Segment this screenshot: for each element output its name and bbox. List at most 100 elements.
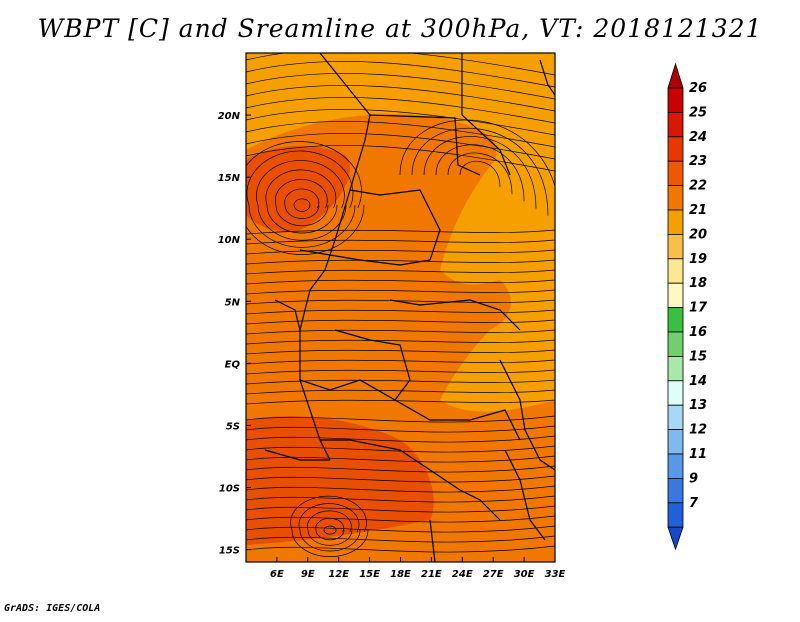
- streamline: [246, 545, 555, 553]
- lat-tick-label: 15S: [219, 546, 240, 557]
- colorbar-label: 11: [689, 447, 707, 462]
- streamline: [256, 160, 347, 241]
- colorbar-swatch: [667, 87, 684, 113]
- colorbar-label: 16: [689, 325, 707, 340]
- latitude-axis: 20N 15N 10N 5N EQ 5S 10S 15S: [218, 111, 251, 557]
- colorbar-label: 7: [689, 496, 699, 511]
- colorbar-swatch: [667, 429, 684, 455]
- streamline: [435, 144, 525, 202]
- streamline: [246, 133, 555, 160]
- streamline: [275, 179, 329, 227]
- streamline: [246, 415, 555, 423]
- streamline: [246, 485, 555, 493]
- colorbar-swatch: [667, 258, 684, 284]
- country-borders: [264, 53, 555, 562]
- colorbar-swatch: [667, 355, 684, 382]
- colorbar-label: 12: [689, 423, 707, 438]
- lon-tick-label: 27E: [483, 569, 504, 580]
- streamline: [246, 269, 555, 275]
- colorbar-label: 26: [689, 81, 707, 96]
- streamline: [246, 369, 555, 375]
- colorbar-label: 20: [689, 227, 707, 242]
- streamline: [246, 525, 555, 533]
- streamline: [246, 61, 555, 88]
- streamline: [246, 399, 555, 405]
- streamline: [246, 121, 555, 148]
- colorbar-label: 21: [689, 203, 707, 218]
- streamline: [423, 136, 537, 209]
- colorbar-swatch: [667, 136, 684, 162]
- map-title: WBPT [C] and Sreamline at 300hPa, VT: 20…: [37, 14, 763, 43]
- colorbar-label: 17: [689, 301, 708, 316]
- colorbar-swatch: [667, 233, 684, 260]
- lat-tick-label: 5N: [225, 297, 241, 308]
- colorbar-swatch: [667, 282, 684, 309]
- streamline: [246, 389, 555, 395]
- colorbar-label: 22: [689, 179, 707, 194]
- streamline: [246, 379, 555, 385]
- lon-tick-label: 6E: [270, 569, 284, 580]
- lon-tick-label: 33E: [545, 569, 566, 580]
- lat-tick-label: 10S: [219, 484, 240, 495]
- streamline: [293, 198, 311, 212]
- lat-tick-label: 20N: [218, 111, 241, 122]
- streamline: [459, 161, 501, 188]
- streamline: [246, 535, 555, 543]
- streamline: [323, 525, 337, 535]
- colorbar-label: 19: [689, 252, 707, 267]
- lat-tick-label: EQ: [225, 359, 241, 370]
- streamline: [246, 445, 555, 453]
- streamline: [246, 505, 555, 513]
- lat-tick-label: 5S: [226, 421, 240, 432]
- colorbar-swatch: [667, 380, 684, 406]
- colorbar-label: 13: [689, 398, 707, 413]
- streamline: [246, 359, 555, 365]
- colorbar-swatch: [667, 453, 684, 479]
- colorbar-swatch: [667, 477, 684, 504]
- streamline: [246, 329, 555, 335]
- colorbar-swatch: [667, 185, 684, 211]
- streamline: [246, 53, 555, 76]
- colorbar-swatch: [667, 502, 684, 528]
- streamline: [246, 141, 365, 255]
- streamline: [246, 279, 555, 285]
- streamline: [246, 229, 555, 235]
- lon-tick-label: 12E: [328, 569, 349, 580]
- colorbar-swatch: [667, 307, 684, 333]
- streamline: [265, 169, 338, 234]
- streamline: [315, 517, 345, 541]
- streamlines: [246, 53, 555, 557]
- colorbar-label: 25: [689, 105, 707, 120]
- colorbar-bottom-arrow: [667, 526, 684, 551]
- colorbar: 26 25 24 23 22 21 20 19 18 17 16 15 14 13 12 11 9 7: [667, 62, 708, 551]
- streamline: [246, 239, 555, 245]
- colorbar-label: 14: [689, 374, 707, 389]
- colorbar-swatch: [667, 160, 684, 186]
- wbpt-field: [246, 53, 555, 562]
- grads-credit: GrADS: IGES/COLA: [4, 603, 101, 614]
- colorbar-label: 15: [689, 349, 707, 364]
- streamline: [246, 73, 555, 100]
- colorbar-swatch: [667, 331, 684, 357]
- streamline: [284, 188, 320, 219]
- streamline: [246, 455, 555, 463]
- streamline: [246, 97, 555, 124]
- colorbar-swatch: [667, 209, 684, 235]
- streamline: [246, 289, 555, 295]
- colorbar-swatch: [667, 404, 684, 431]
- streamline: [290, 495, 369, 557]
- colorbar-label: 9: [689, 471, 698, 486]
- streamline: [246, 319, 555, 325]
- colorbar-top-arrow: [667, 62, 684, 89]
- streamline: [298, 503, 361, 552]
- lon-tick-label: 15E: [359, 569, 380, 580]
- lon-tick-label: 21E: [421, 569, 442, 580]
- lon-tick-label: 18E: [390, 569, 411, 580]
- colorbar-label: 23: [689, 154, 707, 169]
- streamline: [246, 425, 555, 433]
- streamline: [246, 349, 555, 355]
- longitude-axis: 6E 9E 12E 15E 18E 21E 24E 27E 30E 33E: [270, 557, 566, 580]
- streamline: [246, 150, 356, 248]
- lon-tick-label: 30E: [514, 569, 535, 580]
